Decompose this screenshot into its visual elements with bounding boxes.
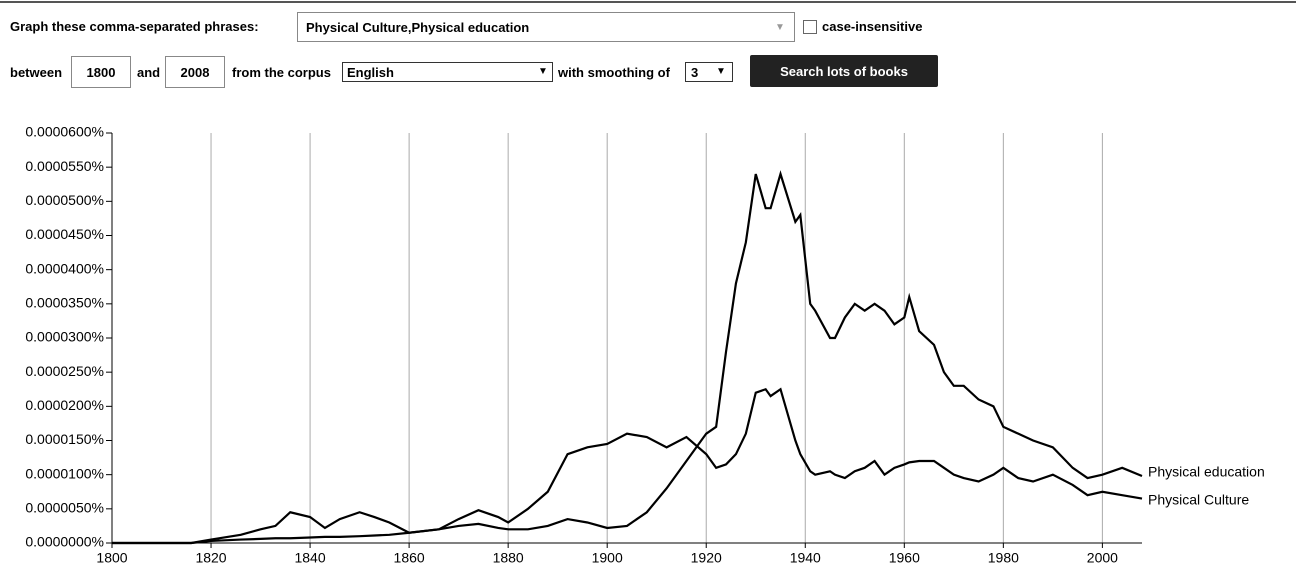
x-tick-label: 1980 [988,550,1019,566]
smoothing-arrow: ▼ [716,66,726,77]
and-label: and [137,65,161,80]
end-year-input[interactable]: 2008 [165,56,225,88]
x-tick-label: 1880 [493,550,524,566]
y-tick-label: 0.0000250% [25,363,104,379]
x-tick-label: 1900 [592,550,623,566]
between-label: between [10,65,63,80]
series-label: Physical Culture [1148,491,1249,507]
y-tick-label: 0.0000200% [25,397,104,413]
phrases-input[interactable]: Physical Culture,Physical education [297,12,795,42]
y-tick-label: 0.0000450% [25,226,104,242]
top-border [0,1,1296,3]
x-tick-label: 1960 [889,550,920,566]
start-year: 1800 [86,64,116,80]
x-tick-label: 2000 [1087,550,1118,566]
smoothing-select[interactable]: 3 [685,62,733,82]
dropdown-arrow: ▼ [775,22,785,33]
smoothing: 3 [691,64,699,80]
x-tick-label: 1860 [394,550,425,566]
x-tick-label: 1840 [294,550,325,566]
x-tick-label: 1940 [790,550,821,566]
x-tick-label: 1800 [96,550,127,566]
y-tick-label: 0.0000500% [25,192,104,208]
corpus-select[interactable]: English [342,62,553,82]
search-button[interactable]: Search lots of books [750,55,938,87]
series-label: Physical education [1148,464,1265,480]
y-tick-label: 0.0000350% [25,295,104,311]
y-tick-label: 0.0000000% [25,534,104,550]
y-tick-label: 0.0000100% [25,465,104,481]
corpus: English [347,64,394,80]
y-tick-label: 0.0000150% [25,431,104,447]
smoothing-label: with smoothing of [558,65,670,80]
case-label: case-insensitive [822,19,923,34]
y-tick-label: 0.0000400% [25,260,104,276]
end-year: 2008 [180,64,210,80]
phrases-label: Graph these comma-separated phrases: [10,19,259,34]
x-tick-label: 1920 [691,550,722,566]
phrases-text: Physical Culture,Physical education [306,19,530,35]
start-year-input[interactable]: 1800 [71,56,131,88]
y-tick-label: 0.0000050% [25,500,104,516]
series-line [112,170,1143,545]
x-tick-label: 1820 [195,550,226,566]
y-tick-label: 0.0000600% [25,124,104,140]
corpus-arrow: ▼ [538,66,548,77]
y-tick-label: 0.0000550% [25,158,104,174]
series-line [112,387,1143,545]
y-tick-label: 0.0000300% [25,329,104,345]
corpus-label: from the corpus [232,65,331,80]
case-checkbox[interactable] [803,20,817,34]
